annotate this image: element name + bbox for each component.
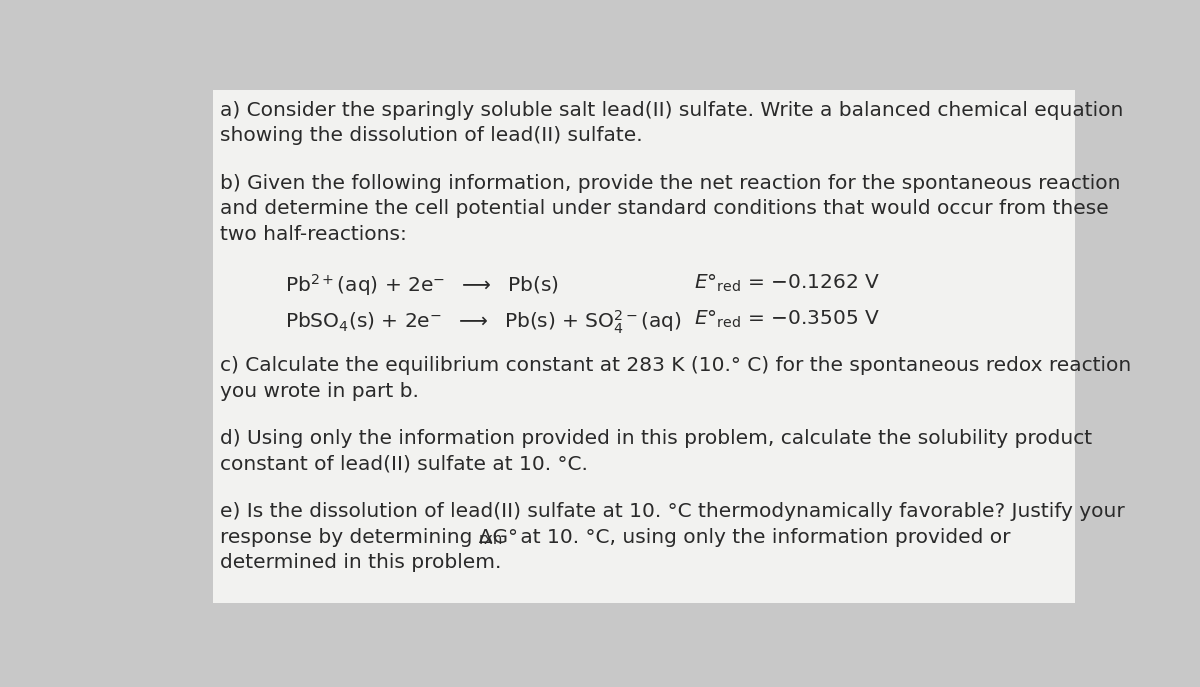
- Text: and determine the cell potential under standard conditions that would occur from: and determine the cell potential under s…: [220, 199, 1109, 218]
- FancyBboxPatch shape: [214, 91, 1075, 603]
- Text: at 10. °C, using only the information provided or: at 10. °C, using only the information pr…: [514, 528, 1010, 547]
- Text: constant of lead(II) sulfate at 10. °C.: constant of lead(II) sulfate at 10. °C.: [220, 455, 588, 474]
- Text: rxn: rxn: [479, 532, 503, 547]
- Text: d) Using only the information provided in this problem, calculate the solubility: d) Using only the information provided i…: [220, 429, 1092, 449]
- Text: $E°_{\mathrm{red}}$ = $-$0.3505 V: $E°_{\mathrm{red}}$ = $-$0.3505 V: [694, 309, 880, 330]
- Text: PbSO$_4$(s) + 2e$^{-}$  $\longrightarrow$  Pb(s) + SO$_4^{2-}$(aq): PbSO$_4$(s) + 2e$^{-}$ $\longrightarrow$…: [284, 309, 682, 336]
- Text: you wrote in part b.: you wrote in part b.: [220, 382, 419, 401]
- Text: Pb$^{2+}$(aq) + 2e$^{-}$  $\longrightarrow$  Pb(s): Pb$^{2+}$(aq) + 2e$^{-}$ $\longrightarro…: [284, 272, 559, 298]
- Text: response by determining ΔG°: response by determining ΔG°: [220, 528, 517, 547]
- Text: two half-reactions:: two half-reactions:: [220, 225, 407, 244]
- Text: determined in this problem.: determined in this problem.: [220, 553, 502, 572]
- Text: a) Consider the sparingly soluble salt lead(II) sulfate. Write a balanced chemic: a) Consider the sparingly soluble salt l…: [220, 101, 1123, 120]
- Text: e) Is the dissolution of lead(II) sulfate at 10. °C thermodynamically favorable?: e) Is the dissolution of lead(II) sulfat…: [220, 502, 1124, 521]
- Text: showing the dissolution of lead(II) sulfate.: showing the dissolution of lead(II) sulf…: [220, 126, 642, 146]
- Text: $E°_{\mathrm{red}}$ = $-$0.1262 V: $E°_{\mathrm{red}}$ = $-$0.1262 V: [694, 272, 880, 293]
- Text: c) Calculate the equilibrium constant at 283 K (10.° C) for the spontaneous redo: c) Calculate the equilibrium constant at…: [220, 357, 1132, 376]
- Text: b) Given the following information, provide the net reaction for the spontaneous: b) Given the following information, prov…: [220, 174, 1121, 193]
